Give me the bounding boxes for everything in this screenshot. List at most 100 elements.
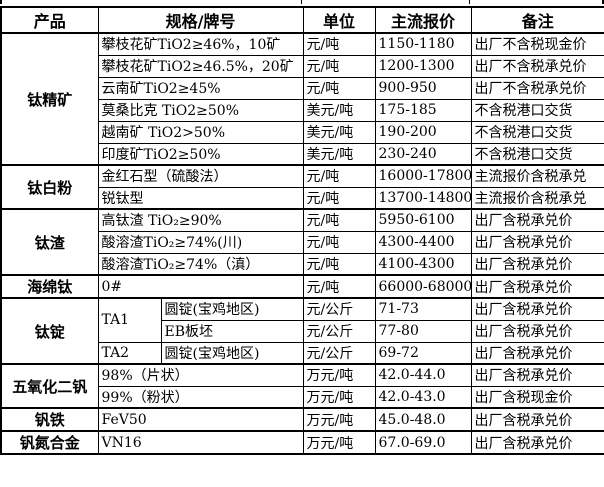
spec-detail-cell: 圆锭(宝鸡地区) — [160, 297, 304, 321]
spec-cell: FeV50 — [97, 407, 304, 432]
spec-cell: 锐钛型 — [97, 186, 304, 210]
price-cell: 1200-1300 — [374, 54, 472, 78]
price-cell: 175-185 — [374, 98, 472, 122]
price-cell: 45.0-48.0 — [374, 407, 472, 432]
unit-cell: 元/吨 — [302, 54, 376, 78]
unit-cell: 元/公斤 — [302, 341, 376, 365]
price-cell: 16000-17800 — [374, 164, 472, 188]
unit-cell: 元/公斤 — [302, 297, 376, 321]
unit-cell: 元/吨 — [302, 274, 376, 299]
product-cell: 钒铁 — [0, 407, 99, 432]
clipped-product-label: 钒氮合金 VN16 — [2, 0, 252, 3]
spec-cell: 莫桑比克 TiO2≥50% — [97, 98, 304, 122]
unit-cell: 万元/吨 — [302, 385, 376, 409]
note-cell: 出厂含税现金价 — [470, 385, 604, 409]
note-cell: 出厂含税承兑价 — [470, 407, 604, 432]
note-cell: 出厂含税承兑价 — [470, 208, 604, 232]
table-row: 云南矿TiO2≥45% 元/吨 900-950 出厂不含税承兑价 — [1, 76, 604, 100]
note-cell: 出厂不含税承兑价 — [470, 76, 604, 100]
price-cell: 42.0-44.0 — [374, 363, 472, 387]
note-cell: 出厂含税承兑价 — [470, 430, 604, 455]
spec-cell: TA1 — [97, 297, 162, 343]
table-row: 钛白粉 金红石型（硫酸法） 元/吨 16000-17800 主流报价含税承兑 — [0, 164, 604, 210]
price-cell: 5950-6100 — [374, 208, 472, 232]
unit-cell: 元/吨 — [302, 32, 376, 56]
header-cell-1: 规格/牌号 — [97, 6, 304, 34]
price-cell: 190-200 — [374, 120, 472, 144]
spec-cell: 99%（粉状） — [97, 385, 304, 409]
unit-cell: 万元/吨 — [302, 407, 376, 432]
price-cell: 4100-4300 — [374, 252, 472, 276]
note-cell: 出厂含税承兑价 — [470, 341, 604, 365]
header-cell-3: 主流报价 — [374, 6, 472, 34]
unit-cell: 美元/吨 — [302, 142, 376, 166]
product-cell: 钒氮合金 — [0, 430, 99, 455]
note-cell: 不含税港口交货 — [470, 142, 604, 166]
spec-cell: 酸溶渣TiO₂≥74%(川) — [97, 230, 304, 254]
price-cell: 69-72 — [374, 341, 472, 365]
spec-cell: 98%（片状） — [97, 363, 304, 387]
spec-cell: 酸溶渣TiO₂≥74%（滇） — [97, 252, 304, 276]
table-row: 钛锭 TA1 圆锭(宝鸡地区) 元/公斤 71-73 出厂含税承兑价 — [0, 297, 604, 365]
table-row: 锐钛型 元/吨 13700-14800 主流报价含税承兑 — [1, 186, 604, 210]
spec-detail-cell: EB板坯 — [160, 319, 304, 343]
price-cell: 42.0-43.0 — [374, 385, 472, 409]
note-cell: 不含税港口交货 — [470, 98, 604, 122]
note-cell: 出厂含税承兑价 — [470, 252, 604, 276]
clipped-product-spec-cell: 钒氮合金 VN16 万元/吨 — [2, 0, 302, 4]
unit-cell: 元/吨 — [302, 230, 376, 254]
table-row: EB板坯 元/公斤 77-80 出厂含税承兑价 — [1, 319, 604, 343]
price-table: 产品 规格/牌号 单位 主流报价 备注 钛精矿 攀枝花矿TiO2≥46%，10矿 元/吨 11… — [0, 6, 604, 455]
table-row: 五氧化二钒 98%（片状） 万元/吨 42.0-44.0 出厂含税承兑价 — [0, 363, 604, 409]
table-body: 钛精矿 攀枝花矿TiO2≥46%，10矿 元/吨 1150-1180 出厂不含税现金价攀… — [0, 32, 604, 455]
spec-cell: VN16 — [97, 430, 304, 455]
product-cell: 钛白粉 — [0, 164, 99, 210]
clipped-price-cell: 67.0-69.0 — [302, 0, 470, 4]
note-cell: 主流报价含税承兑 — [470, 164, 604, 188]
unit-cell: 美元/吨 — [302, 120, 376, 144]
price-cell: 77-80 — [374, 319, 472, 343]
price-cell: 66000-68000 — [374, 274, 472, 299]
note-cell: 出厂不含税现金价 — [470, 32, 604, 56]
spec-cell: 攀枝花矿TiO2≥46.5%，20矿 — [97, 54, 304, 78]
table-row: TA2 圆锭(宝鸡地区) 元/公斤 69-72 出厂含税承兑价 — [1, 341, 604, 365]
spec-cell: TA2 — [97, 341, 162, 365]
clipped-row-content: 钒氮合金 VN16 万元/吨 67.0-69.0 出厂含税承兑价 — [0, 0, 604, 4]
unit-cell: 元/吨 — [302, 208, 376, 232]
product-cell: 海绵钛 — [0, 274, 99, 299]
note-cell: 出厂含税承兑价 — [470, 274, 604, 299]
table-row: 酸溶渣TiO₂≥74%(川) 元/吨 4300-4400 出厂含税承兑价 — [1, 230, 604, 254]
clipped-top-row: 钒氮合金 VN16 万元/吨 67.0-69.0 出厂含税承兑价 — [0, 0, 604, 6]
price-cell: 900-950 — [374, 76, 472, 100]
price-cell: 13700-14800 — [374, 186, 472, 210]
note-cell: 出厂含税承兑价 — [470, 319, 604, 343]
price-cell: 4300-4400 — [374, 230, 472, 254]
note-cell: 出厂含税承兑价 — [470, 230, 604, 254]
table-row: 99%（粉状） 万元/吨 42.0-43.0 出厂含税现金价 — [1, 385, 604, 409]
spec-detail-cell: 圆锭(宝鸡地区) — [160, 341, 304, 365]
spec-cell: 0# — [97, 274, 304, 299]
product-cell: 钛精矿 — [0, 32, 99, 166]
product-cell: 五氧化二钒 — [0, 363, 99, 409]
unit-cell: 元/吨 — [302, 76, 376, 100]
unit-cell: 元/吨 — [302, 252, 376, 276]
unit-cell: 万元/吨 — [302, 363, 376, 387]
table-row: 钒氮合金 VN16 万元/吨 67.0-69.0 出厂含税承兑价 — [0, 430, 604, 455]
clipped-unit-label: 万元/吨 — [252, 0, 301, 2]
header-cell-2: 单位 — [302, 6, 376, 34]
unit-cell: 美元/吨 — [302, 98, 376, 122]
note-cell: 不含税港口交货 — [470, 120, 604, 144]
price-cell: 67.0-69.0 — [374, 430, 472, 455]
spec-cell: 印度矿TiO2≥50% — [97, 142, 304, 166]
note-cell: 出厂含税承兑价 — [470, 363, 604, 387]
unit-cell: 万元/吨 — [302, 430, 376, 455]
price-cell: 71-73 — [374, 297, 472, 321]
header-cell-0: 产品 — [0, 6, 99, 34]
spec-cell: 高钛渣 TiO₂≥90% — [97, 208, 304, 232]
table-row: 钛精矿 攀枝花矿TiO2≥46%，10矿 元/吨 1150-1180 出厂不含税现金价 — [0, 32, 604, 166]
table-row: 越南矿 TiO2>50% 美元/吨 190-200 不含税港口交货 — [1, 120, 604, 144]
table-row: 攀枝花矿TiO2≥46.5%，20矿 元/吨 1200-1300 出厂不含税承兑价 — [1, 54, 604, 78]
note-cell: 出厂含税承兑价 — [470, 297, 604, 321]
table-row: 海绵钛 0# 元/吨 66000-68000 出厂含税承兑价 — [0, 274, 604, 299]
